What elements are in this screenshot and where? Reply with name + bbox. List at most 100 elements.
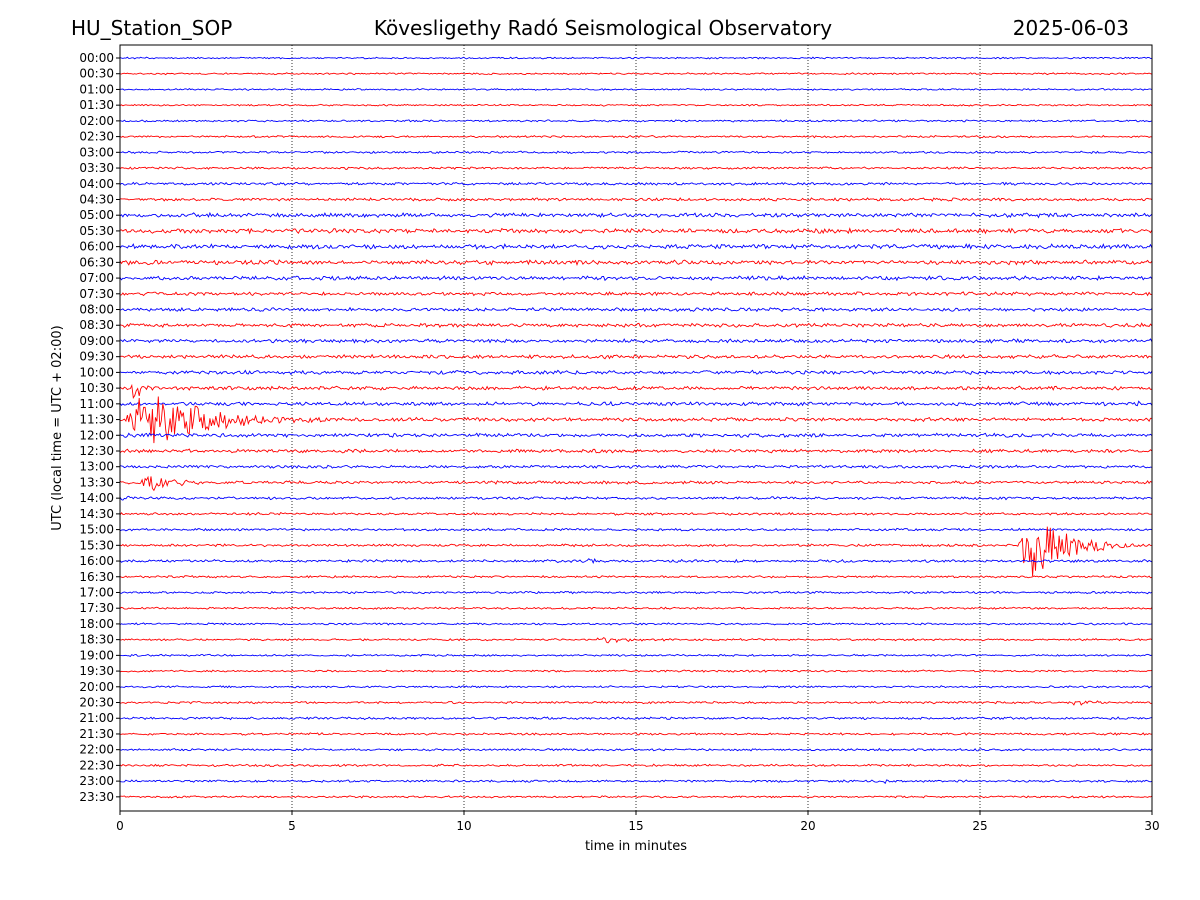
- y-tick-label: 22:00: [79, 743, 114, 757]
- trace-2300: [120, 779, 1152, 785]
- observatory-title: Kövesligethy Radó Seismological Observat…: [373, 16, 833, 40]
- y-tick-label: 07:30: [79, 287, 114, 301]
- trace-2230: [120, 763, 1152, 768]
- grid-lines: [291, 45, 981, 811]
- x-tick-label: 5: [288, 819, 296, 833]
- y-tick-label: 05:00: [79, 208, 114, 222]
- x-axis-label: time in minutes: [585, 839, 687, 854]
- y-tick-label: 15:00: [79, 523, 114, 537]
- trace-1230: [120, 448, 1152, 454]
- y-tick-label: 13:00: [79, 460, 114, 474]
- trace-1800: [120, 622, 1152, 626]
- trace-1630: [120, 574, 1152, 579]
- x-tick-label: 20: [800, 819, 815, 833]
- trace-0530: [120, 227, 1152, 235]
- trace-1730: [120, 606, 1152, 610]
- x-tick-label: 30: [1144, 819, 1159, 833]
- trace-0730: [120, 291, 1152, 297]
- y-tick-label: 05:30: [79, 224, 114, 238]
- y-tick-label: 04:30: [79, 192, 114, 206]
- trace-2000: [120, 685, 1152, 689]
- y-tick-label: 17:30: [79, 601, 114, 615]
- y-tick-label: 18:30: [79, 633, 114, 647]
- trace-0200: [120, 119, 1152, 123]
- y-tick-label: 02:00: [79, 114, 114, 128]
- trace-0800: [120, 306, 1152, 313]
- y-tick-label: 01:30: [79, 98, 114, 112]
- y-tick-label: 23:00: [79, 774, 114, 788]
- y-tick-label: 19:00: [79, 648, 114, 662]
- y-tick-label: 03:00: [79, 145, 114, 159]
- y-tick-label: 00:30: [79, 67, 114, 81]
- y-tick-label: 17:00: [79, 585, 114, 599]
- y-tick-label: 15:30: [79, 538, 114, 552]
- record-date: 2025-06-03: [1012, 16, 1129, 40]
- y-tick-label: 04:00: [79, 177, 114, 191]
- trace-0700: [120, 274, 1152, 282]
- y-tick-label: 03:30: [79, 161, 114, 175]
- trace-2330: [120, 795, 1152, 799]
- y-tick-label: 14:30: [79, 507, 114, 521]
- trace-1430: [120, 511, 1152, 516]
- y-tick-label: 21:00: [79, 711, 114, 725]
- x-axis-ticks: 0 5 10 15 20 25 30: [116, 811, 1160, 833]
- trace-0430: [120, 197, 1152, 202]
- y-tick-label: 06:30: [79, 255, 114, 269]
- y-tick-label: 18:00: [79, 617, 114, 631]
- trace-0630: [120, 259, 1152, 267]
- y-tick-label: 14:00: [79, 491, 114, 505]
- trace-1600: [120, 558, 1152, 564]
- trace-1930: [120, 669, 1152, 673]
- y-tick-label: 09:30: [79, 350, 114, 364]
- y-tick-label: 10:00: [79, 365, 114, 379]
- x-tick-label: 25: [972, 819, 987, 833]
- trace-0000: [120, 56, 1152, 60]
- station-code: HU_Station_SOP: [71, 16, 233, 40]
- y-tick-label: 06:00: [79, 240, 114, 254]
- y-tick-label: 12:30: [79, 444, 114, 458]
- trace-1900: [120, 653, 1152, 657]
- y-tick-label: 21:30: [79, 727, 114, 741]
- trace-1130: [120, 396, 1152, 444]
- y-tick-label: 13:30: [79, 475, 114, 489]
- trace-0300: [120, 150, 1152, 155]
- trace-0830: [120, 322, 1152, 329]
- y-tick-label: 19:30: [79, 664, 114, 678]
- trace-0500: [120, 211, 1152, 219]
- y-tick-label: 09:00: [79, 334, 114, 348]
- trace-0930: [120, 353, 1152, 360]
- y-tick-label: 08:00: [79, 303, 114, 317]
- trace-1200: [120, 432, 1152, 439]
- trace-1030: [120, 383, 1152, 400]
- trace-0130: [120, 103, 1152, 107]
- y-tick-label: 02:30: [79, 130, 114, 144]
- trace-1700: [120, 590, 1152, 595]
- trace-0230: [120, 134, 1152, 139]
- trace-0100: [120, 88, 1152, 91]
- trace-1300: [120, 464, 1152, 470]
- y-tick-label: 16:00: [79, 554, 114, 568]
- y-tick-label: 01:00: [79, 82, 114, 96]
- trace-2130: [120, 732, 1152, 736]
- trace-1400: [120, 495, 1152, 501]
- trace-0030: [120, 72, 1152, 76]
- y-tick-label: 16:30: [79, 570, 114, 584]
- trace-0900: [120, 338, 1152, 344]
- trace-0600: [120, 243, 1152, 250]
- trace-1100: [120, 400, 1152, 407]
- trace-1330: [120, 475, 1152, 492]
- y-tick-label: 08:30: [79, 318, 114, 332]
- trace-0330: [120, 166, 1152, 170]
- y-tick-label: 23:30: [79, 790, 114, 804]
- seismogram-traces: [120, 56, 1152, 799]
- y-tick-label: 12:00: [79, 428, 114, 442]
- trace-2030: [120, 700, 1152, 706]
- x-tick-label: 15: [628, 819, 643, 833]
- y-tick-label: 20:30: [79, 696, 114, 710]
- trace-0400: [120, 181, 1152, 186]
- y-tick-label: 22:30: [79, 758, 114, 772]
- trace-1000: [120, 369, 1152, 376]
- y-tick-label: 11:30: [79, 413, 114, 427]
